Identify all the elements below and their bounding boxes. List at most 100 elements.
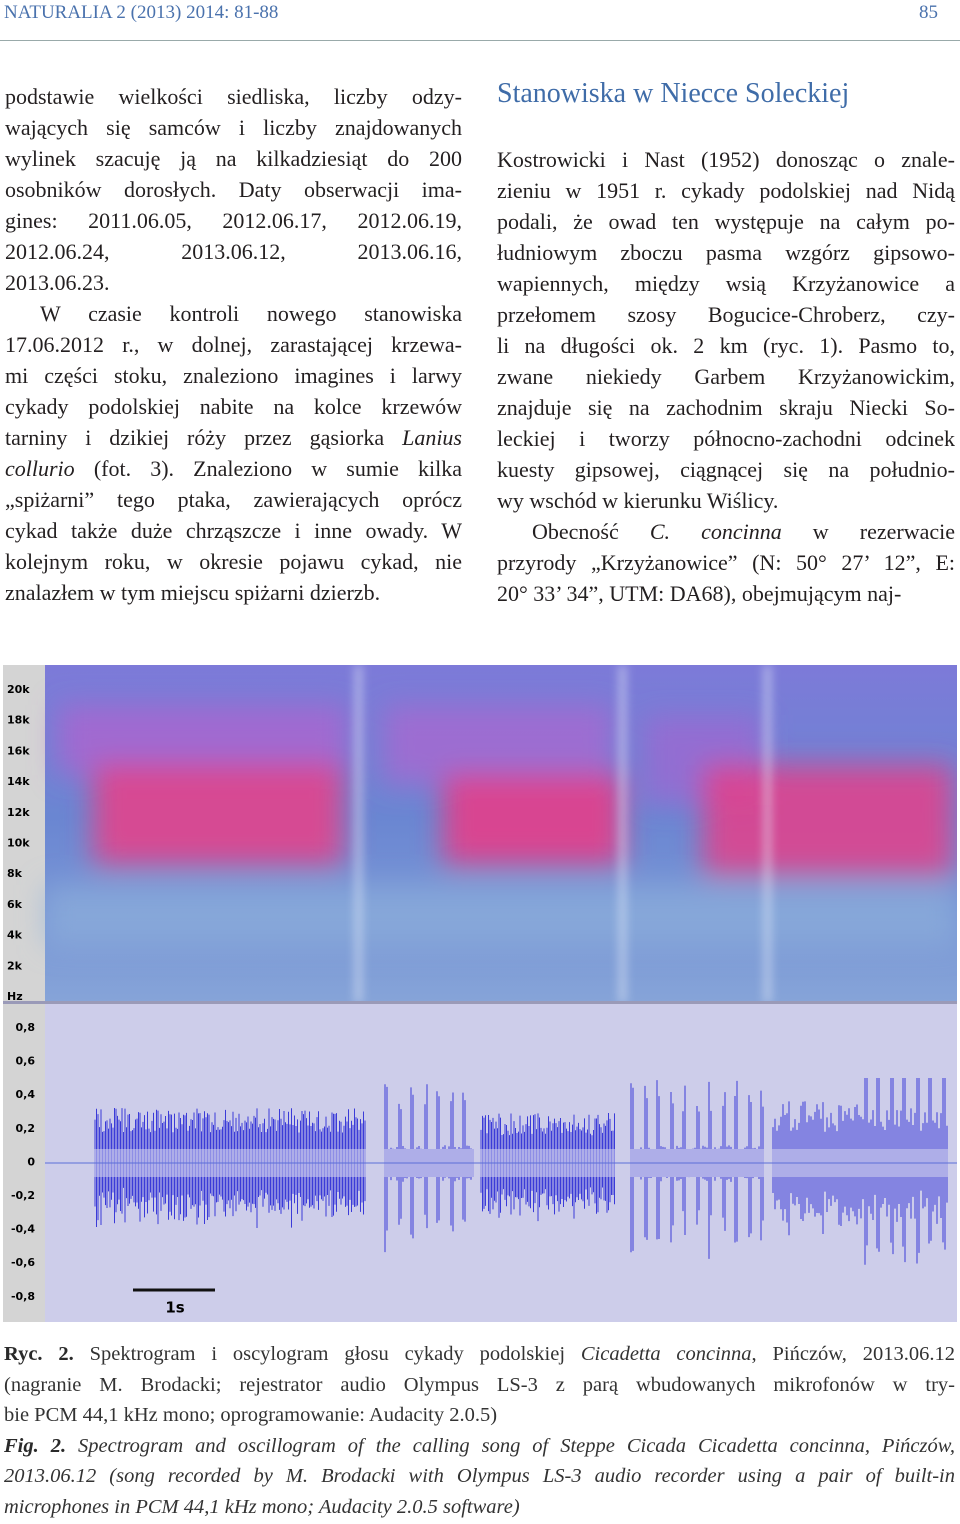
text-run: zwane niekiedy Garbem Krzyżanowickim, [497, 364, 955, 389]
text-run: 20° 33’ 34”, UTM: DA68), obejmującym naj… [497, 581, 902, 606]
oscillogram-label: -0,8 [11, 1290, 35, 1303]
spectrogram-label: 10k [7, 837, 30, 850]
figure: 1s 20k 18k 16k 14k 12k 10k 8k 6k 4k 2k Hz 0,8 0,6 0,4… [3, 665, 957, 1322]
text-run: 2012.06.24, 2013.06.12, 2013.06.16, [5, 239, 462, 264]
text-line: cykady podolskiej nabite na kolce krzewó… [5, 391, 462, 422]
text-line: podstawie wielkości siedliska, liczby od… [5, 81, 462, 112]
spectrogram-label: 6k [7, 898, 23, 911]
spectrogram-energy [45, 705, 957, 945]
text-run: gines: 2011.06.05, 2012.06.17, 2012.06.1… [5, 208, 462, 233]
spectrogram-clicks [356, 665, 770, 1003]
text-run: kuesty gipsowej, ciągnącej się na połudn… [497, 457, 955, 482]
text-run: zieniu w 1951 r. cykady podolskiej nad N… [497, 178, 955, 203]
text-line: 2012.06.24, 2013.06.12, 2013.06.16, [5, 236, 462, 267]
text-run: li na długości ok. 2 km (ryc. 1). Pasmo … [497, 333, 955, 358]
text-run: (fot. 3). Znaleziono w sumie kilka [74, 456, 462, 481]
text-line: wapiennych, między wsią Krzyżanowice a [497, 268, 955, 299]
text-line: łudniowym zboczu pasma wzgórz gipsowo- [497, 237, 955, 268]
oscillogram-label: 0 [27, 1155, 35, 1168]
text-run: Spectrogram and oscillogram of the calli… [66, 1434, 955, 1457]
text-line: wających się samców i liczby znajdowanyc… [5, 112, 462, 143]
text-line: 20° 33’ 34”, UTM: DA68), obejmującym naj… [497, 578, 955, 609]
oscillogram-label: -0,6 [11, 1256, 35, 1269]
figure-caption: Ryc. 2. Spektrogram i oscylogram głosu c… [4, 1339, 955, 1523]
text-run: collurio [5, 456, 75, 481]
spectrogram-label: 4k [7, 929, 23, 942]
text-line: 17.06.2012 r., w dolnej, zarastającej kr… [5, 329, 462, 360]
text-run: Fig. 2. [4, 1434, 67, 1457]
text-line: „spiżarni” tego ptaka, zawierających opr… [5, 484, 462, 515]
oscillogram-label: 0,2 [16, 1122, 36, 1135]
text-run: wapiennych, między wsią Krzyżanowice a [497, 271, 955, 296]
text-run: przełomem szosy Bogucice-Chroberz, czy- [497, 302, 955, 327]
text-run: przyrody „Krzyżanowice” (N: 50° 27’ 12”,… [497, 550, 955, 575]
spectrogram-label: 8k [7, 867, 23, 880]
text-run: znajduje się na zachodnim skraju Niecki … [497, 395, 955, 420]
text-line: bie PCM 44,1 kHz mono; oprogramowanie: A… [4, 1400, 955, 1431]
text-run: podstawie wielkości siedliska, liczby od… [5, 84, 462, 109]
text-run: cykady podolskiej nabite na kolce krzewó… [5, 394, 462, 419]
text-line: przełomem szosy Bogucice-Chroberz, czy- [497, 299, 955, 330]
text-line: li na długości ok. 2 km (ryc. 1). Pasmo … [497, 330, 955, 361]
text-line: wy wschód w kierunku Wiślicy. [497, 485, 955, 516]
text-run: wy wschód w kierunku Wiślicy. [497, 488, 779, 513]
text-run: W czasie kontroli nowego stanowiska [40, 301, 462, 326]
text-run: , Pińczów, 2013.06.12 [751, 1343, 955, 1365]
text-run: łudniowym zboczu pasma wzgórz gipsowo- [497, 240, 955, 265]
scale-label: 1s [165, 1299, 184, 1317]
text-run: leckiej i tworzy północno-zachodni odcin… [497, 426, 955, 451]
text-run: (nagranie M. Brodacki; rejestrator audio… [4, 1373, 955, 1396]
text-run: Spektrogram i oscylogram głosu cykady po… [73, 1343, 581, 1365]
text-run: Obecność [532, 519, 650, 544]
page-number: 85 [919, 2, 938, 23]
text-run: Cicadetta concinna [580, 1343, 752, 1365]
text-line: przyrody „Krzyżanowice” (N: 50° 27’ 12”,… [497, 547, 955, 578]
spectrogram-label: 12k [7, 806, 30, 819]
text-run: C. concinna [649, 519, 782, 544]
text-run: kolejnym roku, w okresie pojawu cykad, n… [5, 549, 462, 574]
text-line: tarniny i dzikiej róży przez gąsiorka La… [5, 422, 462, 453]
spectrogram-label: 14k [7, 775, 30, 788]
text-line: mi części stoku, znaleziono imagines i l… [5, 360, 462, 391]
text-run: podali, że owad ten występuje na całym p… [497, 209, 955, 234]
text-line: leckiej i tworzy północno-zachodni odcin… [497, 423, 955, 454]
oscillogram-label: 0,6 [16, 1055, 36, 1068]
text-run: tarniny i dzikiej róży przez gąsiorka [5, 425, 403, 450]
text-run: bie PCM 44,1 kHz mono; oprogramowanie: A… [4, 1404, 498, 1427]
text-run: Kostrowicki i Nast (1952) donosząc o zna… [497, 147, 955, 172]
section-heading: Stanowiska w Niecce Soleckiej [497, 78, 850, 109]
spectrogram-label: 2k [7, 959, 23, 972]
text-line: Ryc. 2. Spektrogram i oscylogram głosu c… [4, 1339, 955, 1370]
text-line: znalazłem w tym miejscu spiżarni dzierzb… [5, 577, 462, 608]
text-run: znalazłem w tym miejscu spiżarni dzierzb… [5, 580, 381, 605]
text-run: osobników dorosłych. Daty obserwacji ima… [5, 177, 462, 202]
text-line: W czasie kontroli nowego stanowiska [5, 298, 462, 329]
text-run: mi części stoku, znaleziono imagines i l… [5, 363, 462, 388]
text-run: 2013.06.23. [5, 270, 110, 295]
text-line: zwane niekiedy Garbem Krzyżanowickim, [497, 361, 955, 392]
text-run: w rezerwacie [781, 519, 955, 544]
text-run: cykad także duże chrząszcze i inne owady… [5, 518, 462, 543]
text-line: kolejnym roku, w okresie pojawu cykad, n… [5, 546, 462, 577]
text-line: Kostrowicki i Nast (1952) donosząc o zna… [497, 144, 955, 175]
text-line: wylinek szacuję ją na kilkadziesiąt do 2… [5, 143, 462, 174]
text-run: Ryc. 2. [4, 1343, 74, 1365]
text-line: osobników dorosłych. Daty obserwacji ima… [5, 174, 462, 205]
spectrogram-label: 16k [7, 744, 30, 757]
text-line: microphones in PCM 44,1 kHz mono; Audaci… [4, 1492, 955, 1523]
spectrogram-label: 20k [7, 683, 30, 696]
text-line: 2013.06.12 (song recorded by M. Brodacki… [4, 1461, 955, 1492]
text-line: znajduje się na zachodnim skraju Niecki … [497, 392, 955, 423]
text-line: (nagranie M. Brodacki; rejestrator audio… [4, 1370, 955, 1401]
text-run: microphones in PCM 44,1 kHz mono; Audaci… [4, 1495, 520, 1518]
text-line: podali, że owad ten występuje na całym p… [497, 206, 955, 237]
left-column: podstawie wielkości siedliska, liczby od… [5, 81, 462, 608]
text-line: Fig. 2. Spectrogram and oscillogram of t… [4, 1431, 955, 1462]
header-rule [0, 40, 960, 41]
right-column: Kostrowicki i Nast (1952) donosząc o zna… [497, 144, 955, 609]
text-line: kuesty gipsowej, ciągnącej się na połudn… [497, 454, 955, 485]
text-line: collurio (fot. 3). Znaleziono w sumie ki… [5, 453, 462, 484]
text-run: wających się samców i liczby znajdowanyc… [5, 115, 462, 140]
